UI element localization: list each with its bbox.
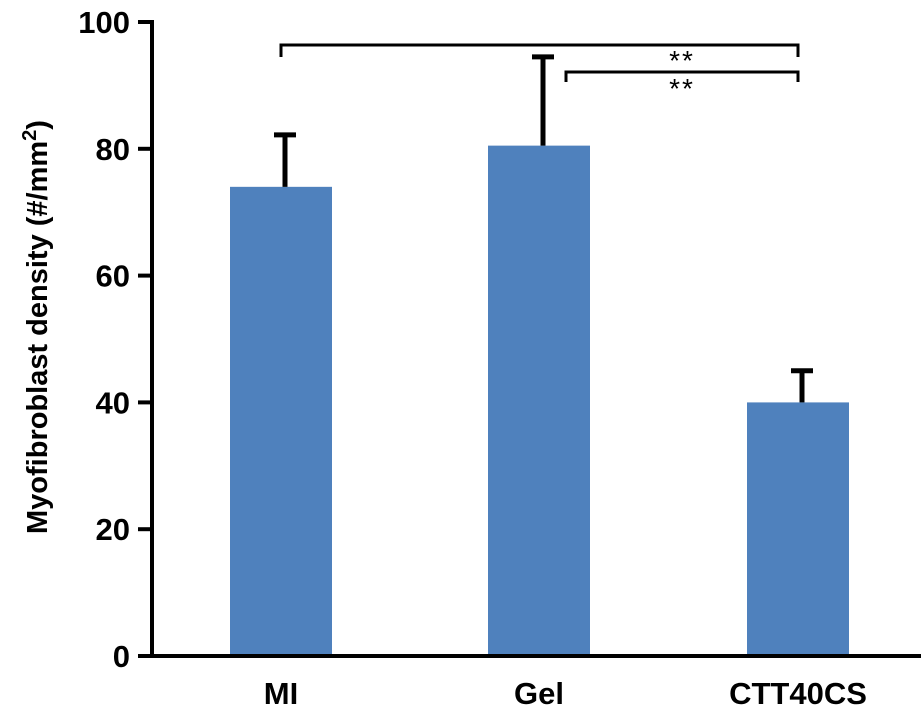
significance-bracket xyxy=(279,43,800,57)
error-bars-layer xyxy=(274,54,813,403)
bar-mi xyxy=(230,186,332,656)
x-category-label: CTT40CS xyxy=(729,676,867,711)
axes-layer xyxy=(150,20,921,658)
bars-layer xyxy=(230,145,849,656)
x-category-label: Gel xyxy=(514,676,564,711)
y-tick-label: 0 xyxy=(113,639,130,674)
x-category-label: MI xyxy=(264,676,298,711)
bar-gel xyxy=(488,145,590,656)
bar-ctt40cs xyxy=(747,402,849,656)
significance-label: ** xyxy=(669,45,695,76)
y-tick-label: 100 xyxy=(78,5,130,40)
y-tick-label: 60 xyxy=(96,259,130,294)
y-tick-label: 80 xyxy=(96,132,130,167)
significance-bracket xyxy=(564,70,800,82)
y-tick-label: 20 xyxy=(96,512,130,547)
y-ticks-layer: 0 20 40 60 80 100 xyxy=(78,5,152,674)
significance-layer: **** xyxy=(279,43,800,104)
significance-label: ** xyxy=(669,73,695,104)
x-labels-layer: MI Gel CTT40CS xyxy=(264,676,867,711)
y-axis-title: Myofibroblast density (#/mm2) xyxy=(19,120,54,534)
y-tick-label: 40 xyxy=(96,385,130,420)
